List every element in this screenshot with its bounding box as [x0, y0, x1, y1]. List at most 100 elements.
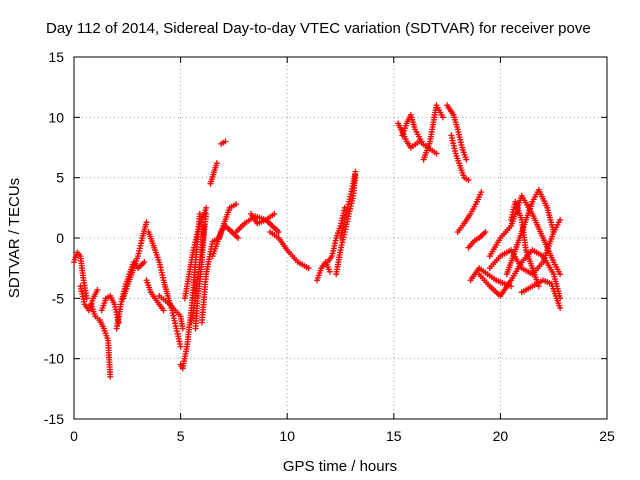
interp-point	[454, 123, 461, 130]
y-tick-label: -15	[44, 411, 64, 427]
y-tick-label: 0	[56, 230, 64, 246]
interp-point	[179, 323, 186, 330]
interp-point	[89, 297, 96, 304]
interp-point	[317, 267, 324, 274]
interp-point	[528, 262, 535, 269]
interp-point	[104, 335, 111, 342]
y-tick-label: -5	[52, 290, 65, 306]
interp-point	[282, 245, 289, 252]
interp-point	[509, 255, 516, 262]
chart-title: Day 112 of 2014, Sidereal Day-to-day VTE…	[46, 20, 591, 37]
interp-point	[402, 136, 409, 143]
interp-point	[198, 219, 205, 226]
interp-point	[91, 311, 98, 318]
interp-point	[220, 139, 227, 146]
interp-point	[134, 255, 141, 262]
series-trace-32	[454, 189, 485, 235]
x-tick-label: 10	[279, 428, 295, 444]
interp-point	[194, 231, 201, 238]
interp-point	[555, 268, 562, 275]
interp-point	[332, 237, 339, 244]
interp-point	[550, 226, 557, 233]
interp-point	[274, 227, 281, 234]
interp-point	[146, 286, 153, 293]
series-trace-25	[337, 168, 359, 241]
data-points	[71, 102, 564, 380]
interp-point	[543, 202, 550, 209]
interp-point	[164, 290, 171, 297]
y-tick-label: 5	[56, 170, 64, 186]
interp-point	[538, 261, 545, 268]
interp-point	[164, 299, 171, 306]
interp-point	[491, 275, 498, 282]
interp-point	[202, 213, 209, 220]
series-trace-18	[218, 138, 229, 147]
interp-point	[202, 273, 209, 280]
interp-point	[81, 298, 88, 305]
interp-point	[499, 279, 506, 286]
interp-point	[495, 255, 502, 262]
series-trace-3	[88, 301, 114, 380]
interp-point	[456, 160, 463, 167]
interp-point	[189, 249, 196, 256]
interp-point	[110, 299, 117, 306]
interp-point	[466, 212, 473, 219]
interp-point	[138, 237, 145, 244]
interp-point	[154, 299, 161, 306]
interp-point	[327, 255, 334, 262]
interp-point	[212, 243, 219, 250]
interp-point	[462, 154, 469, 161]
interp-point	[528, 201, 535, 208]
y-tick-label: 15	[48, 49, 64, 65]
interp-point	[431, 149, 438, 156]
interp-point	[438, 111, 445, 118]
plot-frame	[73, 56, 608, 420]
interp-point	[505, 248, 512, 255]
interp-point	[94, 315, 101, 322]
interp-point	[325, 266, 332, 273]
interp-point	[463, 175, 470, 182]
interp-point	[225, 207, 232, 214]
interp-point	[402, 122, 409, 129]
interp-point	[176, 341, 183, 348]
interp-point	[398, 126, 405, 133]
interp-point	[175, 311, 182, 318]
interp-point	[269, 212, 276, 219]
interp-point	[99, 323, 106, 330]
interp-point	[185, 273, 192, 280]
interp-point	[556, 302, 563, 309]
series-trace-38	[503, 186, 557, 278]
interp-point	[273, 233, 280, 240]
x-tick-label: 0	[70, 428, 78, 444]
series-trace-10	[156, 292, 186, 332]
interp-point	[202, 207, 209, 214]
x-tick-label: 15	[386, 428, 402, 444]
interp-point	[102, 297, 109, 304]
interp-point	[351, 171, 358, 178]
interp-point	[484, 281, 491, 288]
series-trace-39	[508, 198, 542, 290]
interp-point	[482, 269, 489, 276]
interp-point	[411, 123, 418, 130]
series-trace-8	[143, 277, 167, 314]
interp-point	[150, 293, 157, 300]
interp-point	[83, 292, 90, 299]
interp-point	[260, 217, 267, 224]
interp-point	[477, 191, 484, 198]
interp-point	[155, 256, 162, 263]
interp-point	[452, 147, 459, 154]
interp-point	[539, 232, 546, 239]
series-trace-2	[77, 283, 101, 314]
interp-point	[480, 230, 487, 237]
interp-point	[217, 231, 224, 238]
interp-point	[517, 214, 524, 221]
interp-point	[549, 268, 556, 275]
interp-point	[473, 236, 480, 243]
interp-point	[522, 244, 529, 251]
series-trace-12	[181, 204, 210, 302]
interp-point	[159, 274, 166, 281]
series-trace-21	[267, 228, 312, 272]
series-trace-40	[518, 277, 564, 311]
interp-point	[80, 274, 87, 281]
